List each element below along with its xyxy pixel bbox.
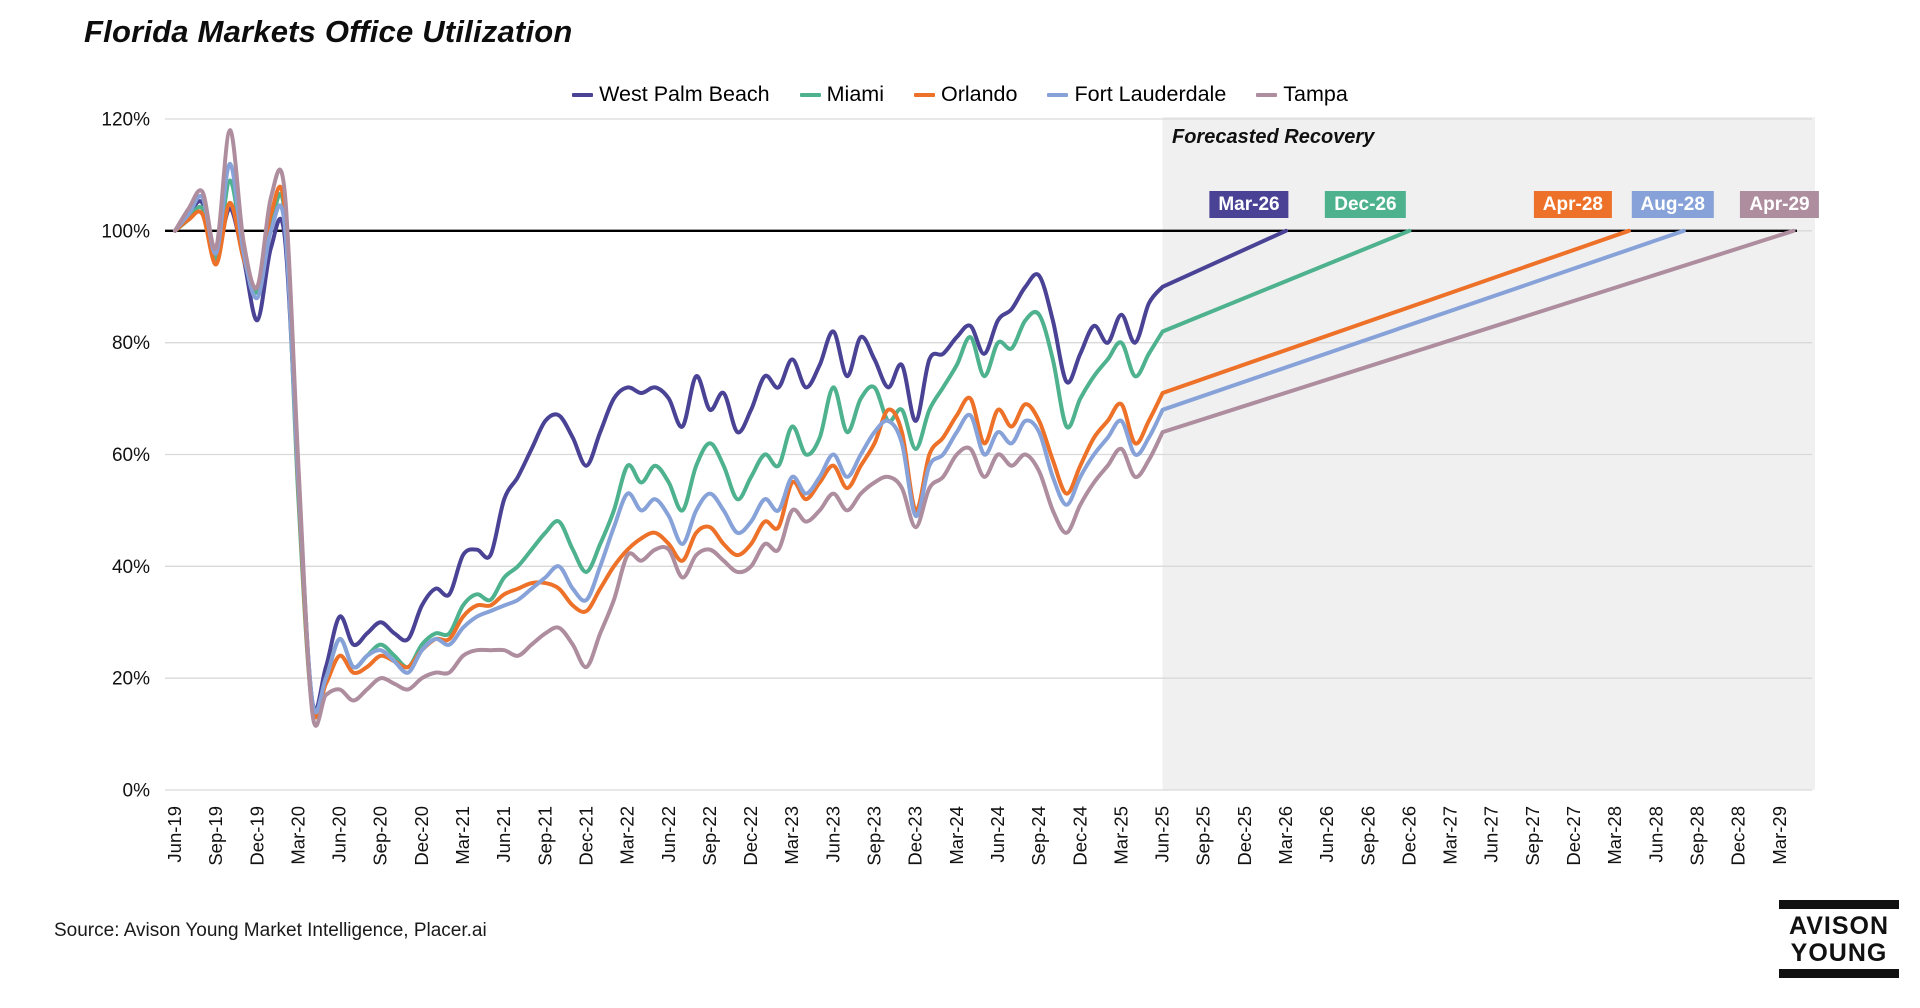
y-tick-label: 100% xyxy=(101,221,150,242)
legend-label: Orlando xyxy=(940,82,1018,106)
x-tick-label: Mar-28 xyxy=(1604,806,1625,865)
x-tick-label: Mar-21 xyxy=(452,806,473,865)
x-tick-label: Mar-29 xyxy=(1769,806,1790,865)
series-line-west-palm-beach xyxy=(173,199,1288,713)
x-tick-label: Jun-20 xyxy=(329,806,350,863)
logo-line-1: AVISON xyxy=(1789,912,1889,940)
x-tick-label: Jun-23 xyxy=(822,806,843,863)
x-tick-label: Dec-25 xyxy=(1234,806,1255,866)
x-tick-label: Dec-26 xyxy=(1398,806,1419,866)
x-tick-label: Jun-27 xyxy=(1481,806,1502,863)
x-tick-label: Dec-24 xyxy=(1069,806,1090,866)
logo-top-bar xyxy=(1779,900,1899,909)
page-title: Florida Markets Office Utilization xyxy=(84,14,573,49)
x-tick-label: Sep-25 xyxy=(1193,806,1214,866)
y-tick-label: 60% xyxy=(112,445,150,466)
forecast-badge-fort-lauderdale: Aug-28 xyxy=(1631,191,1714,218)
legend-item-fort-lauderdale: Fort Lauderdale xyxy=(1047,82,1226,107)
x-tick-label: Sep-21 xyxy=(534,806,555,866)
legend-item-tampa: Tampa xyxy=(1256,82,1348,107)
y-tick-label: 40% xyxy=(112,557,150,578)
x-tick-label: Mar-27 xyxy=(1440,806,1461,865)
x-tick-label: Jun-28 xyxy=(1645,806,1666,863)
x-tick-label: Jun-26 xyxy=(1316,806,1337,863)
x-tick-label: Mar-20 xyxy=(287,806,308,865)
chart-legend: West Palm Beach Miami Orlando Fort Lauderda… xyxy=(360,82,1560,107)
logo-bottom-bar xyxy=(1779,969,1899,978)
legend-dash-icon xyxy=(913,92,935,97)
x-tick-label: Dec-19 xyxy=(246,806,267,866)
x-tick-label: Sep-27 xyxy=(1522,806,1543,866)
x-tick-label: Sep-24 xyxy=(1028,806,1049,866)
x-tick-label: Sep-26 xyxy=(1357,806,1378,866)
x-tick-label: Sep-19 xyxy=(205,806,226,866)
y-tick-label: 80% xyxy=(112,333,150,354)
x-tick-label: Dec-23 xyxy=(905,806,926,866)
series-line-orlando xyxy=(173,184,1631,720)
legend-dash-icon xyxy=(1047,92,1069,97)
legend-item-west-palm-beach: West Palm Beach xyxy=(572,82,770,107)
x-tick-label: Mar-26 xyxy=(1275,806,1296,865)
x-tick-label: Mar-22 xyxy=(617,806,638,865)
x-tick-label: Jun-22 xyxy=(658,806,679,863)
avison-young-logo: AVISON YOUNG xyxy=(1779,900,1899,978)
x-tick-label: Dec-21 xyxy=(575,806,596,866)
x-tick-label: Sep-22 xyxy=(699,806,720,866)
x-tick-label: Mar-23 xyxy=(781,806,802,865)
legend-label: Fort Lauderdale xyxy=(1074,82,1227,106)
y-tick-label: 20% xyxy=(112,669,150,690)
legend-item-orlando: Orlando xyxy=(913,82,1018,107)
series-line-tampa xyxy=(173,128,1796,728)
y-tick-label: 120% xyxy=(101,110,150,131)
forecast-badge-west-palm-beach: Mar-26 xyxy=(1209,191,1289,218)
forecast-badge-orlando: Apr-28 xyxy=(1533,191,1612,218)
x-tick-label: Jun-24 xyxy=(987,806,1008,863)
x-tick-label: Dec-27 xyxy=(1563,806,1584,866)
x-tick-label: Mar-25 xyxy=(1110,806,1131,865)
x-tick-label: Jun-19 xyxy=(164,806,185,863)
x-tick-label: Dec-22 xyxy=(740,806,761,866)
y-tick-label: 0% xyxy=(123,781,151,802)
x-tick-label: Mar-24 xyxy=(946,806,967,865)
forecast-badge-miami: Dec-26 xyxy=(1325,191,1406,218)
legend-label: Miami xyxy=(826,82,884,106)
legend-dash-icon xyxy=(572,92,594,97)
x-tick-label: Dec-28 xyxy=(1728,806,1749,866)
legend-dash-icon xyxy=(1256,92,1278,97)
forecast-badge-tampa: Apr-29 xyxy=(1740,191,1819,218)
x-tick-label: Jun-25 xyxy=(1152,806,1173,863)
legend-label: Tampa xyxy=(1283,82,1348,106)
source-note: Source: Avison Young Market Intelligence… xyxy=(54,920,487,941)
legend-item-miami: Miami xyxy=(799,82,884,107)
x-tick-label: Sep-20 xyxy=(370,806,391,866)
forecast-region-label: Forecasted Recovery xyxy=(1172,126,1375,148)
x-tick-label: Jun-21 xyxy=(493,806,514,863)
x-tick-label: Sep-23 xyxy=(864,806,885,866)
x-tick-label: Dec-20 xyxy=(411,806,432,866)
logo-line-2: YOUNG xyxy=(1790,938,1888,967)
x-tick-label: Sep-28 xyxy=(1686,806,1707,866)
legend-dash-icon xyxy=(799,92,821,97)
legend-label: West Palm Beach xyxy=(599,82,770,106)
